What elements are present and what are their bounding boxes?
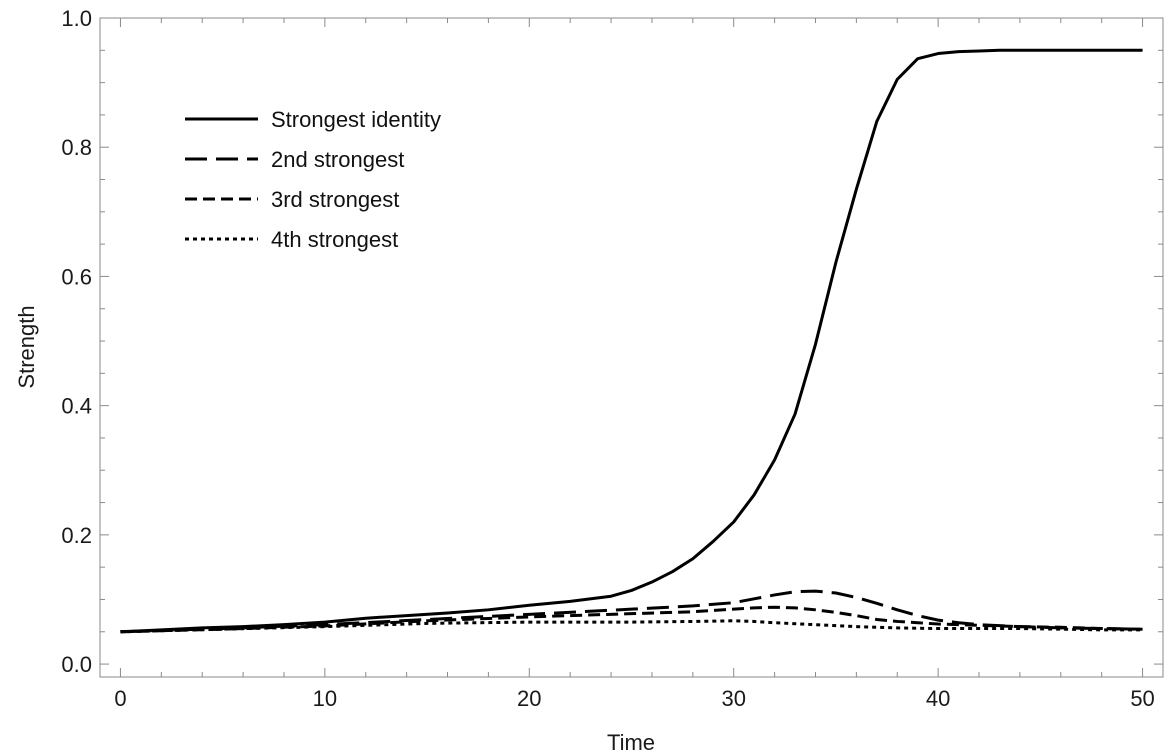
series-line-4 bbox=[120, 619, 1143, 634]
legend-label-3: 3rd strongest bbox=[271, 187, 399, 212]
plot-frame bbox=[99, 17, 1164, 678]
x-axis-title: Time bbox=[607, 730, 655, 753]
y-tick-label: 0.2 bbox=[61, 523, 92, 548]
legend-label-1: Strongest identity bbox=[271, 107, 441, 132]
legend-label-4: 4th strongest bbox=[271, 227, 398, 252]
axis-tick-labels: 0 10 20 30 40 50 0.0 0.2 0.4 0.6 0.8 1.0 bbox=[61, 6, 1154, 711]
y-tick-label: 0.6 bbox=[61, 264, 92, 289]
y-tick-label: 1.0 bbox=[61, 6, 92, 31]
legend-label-2: 2nd strongest bbox=[271, 147, 404, 172]
y-tick-label: 0.4 bbox=[61, 394, 92, 419]
y-axis-title: Strength bbox=[14, 305, 39, 388]
x-tick-label: 50 bbox=[1130, 686, 1154, 711]
x-tick-label: 20 bbox=[517, 686, 541, 711]
series-line-1 bbox=[120, 48, 1143, 634]
series-line-3 bbox=[120, 605, 1143, 634]
x-tick-label: 30 bbox=[721, 686, 745, 711]
x-tick-label: 0 bbox=[114, 686, 126, 711]
axis-ticks bbox=[100, 17, 1163, 677]
legend: Strongest identity 2nd strongest 3rd stron… bbox=[185, 107, 441, 252]
y-tick-label: 0.0 bbox=[61, 652, 92, 677]
x-tick-label: 40 bbox=[926, 686, 950, 711]
series-lines bbox=[120, 48, 1143, 634]
y-tick-label: 0.8 bbox=[61, 135, 92, 160]
x-tick-label: 10 bbox=[313, 686, 337, 711]
